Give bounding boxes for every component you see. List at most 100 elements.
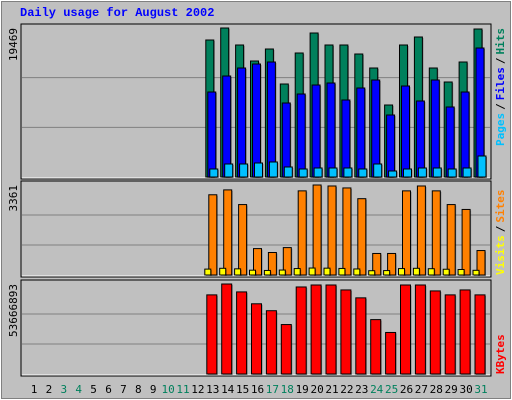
bar <box>268 161 278 178</box>
x-tick-label: 3 <box>60 383 67 396</box>
bar <box>372 252 382 276</box>
x-tick-label: 27 <box>415 383 428 396</box>
bar <box>474 294 486 375</box>
bar <box>358 168 368 178</box>
bar <box>280 324 292 375</box>
bar <box>373 163 383 178</box>
y-tick-label: 53666893 <box>7 284 20 337</box>
x-tick-label: 10 <box>161 383 174 396</box>
bar <box>326 82 336 178</box>
bar <box>251 303 262 375</box>
x-tick-label: 20 <box>310 383 323 396</box>
x-tick-label: 17 <box>266 383 279 396</box>
bar <box>477 155 487 178</box>
bar <box>308 267 316 276</box>
bar <box>340 289 352 375</box>
bar <box>207 91 217 178</box>
x-tick-label: 7 <box>120 383 127 396</box>
bar <box>353 268 361 276</box>
bar <box>313 167 323 178</box>
bar <box>368 270 376 276</box>
bar <box>297 190 307 276</box>
bar <box>412 267 420 276</box>
x-tick-label: 26 <box>400 383 413 396</box>
bar <box>298 168 308 178</box>
bar <box>208 194 218 276</box>
bar <box>224 163 234 178</box>
bar <box>342 187 352 276</box>
bar <box>204 268 212 276</box>
y-tick-label: 19469 <box>7 28 20 61</box>
bar <box>383 270 391 276</box>
legend: Pages / Files / Hits <box>494 28 507 146</box>
bar <box>312 184 322 276</box>
bar <box>472 269 480 276</box>
bar <box>417 167 427 178</box>
bar <box>310 284 322 375</box>
bar <box>278 269 286 276</box>
legend: KBytes <box>494 334 507 374</box>
bar <box>327 185 337 276</box>
y-tick-label: 3361 <box>7 185 20 212</box>
legend-entry: KBytes <box>494 334 507 374</box>
legend: Visits / Sites <box>494 190 507 276</box>
bar <box>356 87 366 178</box>
bar <box>221 283 233 375</box>
bar <box>238 204 248 276</box>
bar <box>325 284 337 375</box>
x-tick-label: 19 <box>296 383 309 396</box>
bar <box>236 291 248 375</box>
x-tick-label: 31 <box>474 383 487 396</box>
legend-separator: / <box>494 57 507 64</box>
legend-entry: Files <box>494 67 507 100</box>
bar <box>371 79 381 178</box>
bar <box>431 190 441 276</box>
legend-entry: Sites <box>494 190 507 223</box>
x-tick-label: 11 <box>176 383 189 396</box>
bar <box>209 168 219 178</box>
bar <box>323 267 331 276</box>
bar <box>283 166 293 178</box>
bar <box>414 284 426 375</box>
bar <box>442 268 450 276</box>
bar <box>206 294 218 375</box>
legend-separator: / <box>494 103 507 110</box>
bar <box>403 168 412 178</box>
bar <box>398 268 405 276</box>
bar <box>461 208 471 276</box>
bar <box>388 170 398 178</box>
bar <box>429 290 441 375</box>
bar <box>253 248 262 276</box>
bar <box>462 167 472 178</box>
x-tick-label: 25 <box>385 383 398 396</box>
bar <box>460 91 470 178</box>
bar <box>343 167 353 178</box>
x-tick-label: 12 <box>191 383 204 396</box>
x-tick-label: 14 <box>221 383 235 396</box>
bar <box>311 84 321 178</box>
bar <box>445 106 455 178</box>
bar <box>355 297 367 375</box>
bar <box>223 189 233 276</box>
bar <box>476 250 486 276</box>
bar <box>254 162 263 178</box>
bar <box>386 114 396 178</box>
bar <box>219 267 227 276</box>
chart-title: Daily usage for August 2002 <box>20 6 214 20</box>
bar <box>281 102 291 178</box>
x-tick-label: 6 <box>105 383 112 396</box>
x-tick-label: 1 <box>31 383 38 396</box>
bar <box>459 289 471 375</box>
bar <box>402 190 411 276</box>
x-tick-label: 29 <box>445 383 458 396</box>
x-tick-label: 8 <box>135 383 142 396</box>
bar <box>295 286 307 375</box>
bar <box>432 167 442 178</box>
legend-entry: Pages <box>494 113 507 146</box>
bar <box>234 268 242 276</box>
x-tick-label: 15 <box>236 383 249 396</box>
x-tick-label: 16 <box>251 383 264 396</box>
bar <box>341 99 351 178</box>
